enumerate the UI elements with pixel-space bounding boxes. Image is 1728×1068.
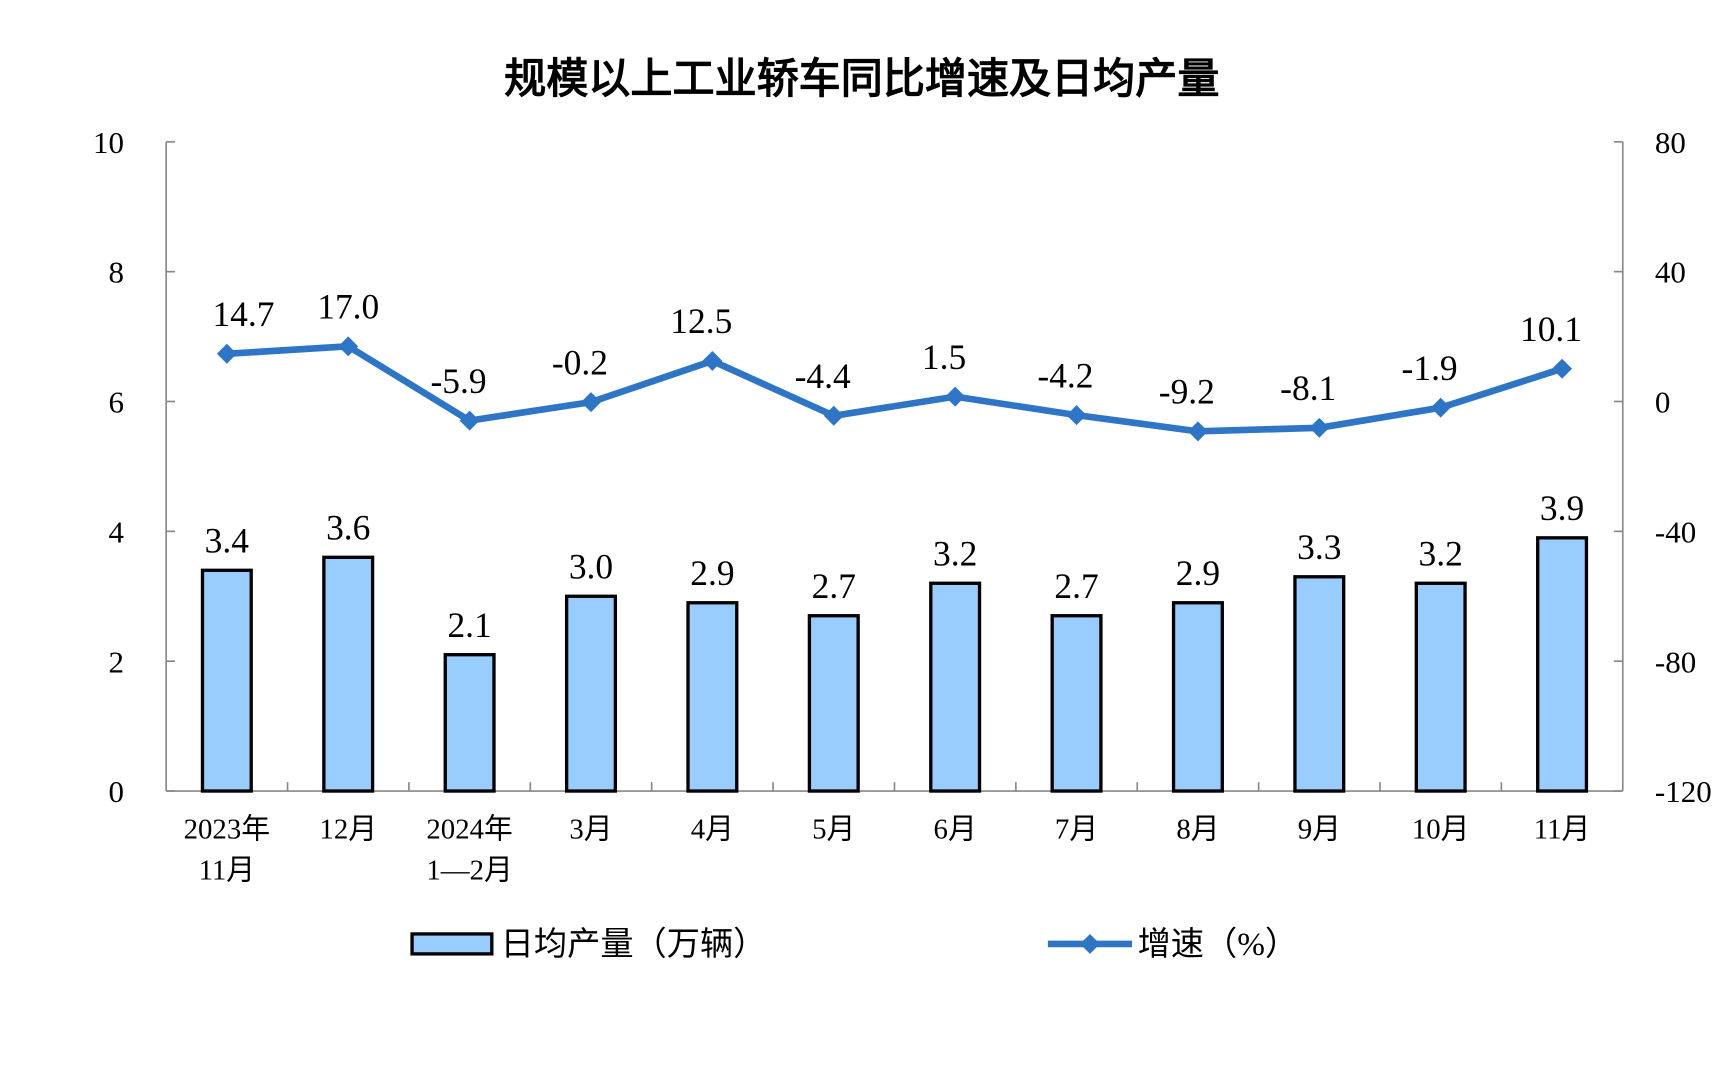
x-tick-label: 4月	[691, 814, 734, 846]
right-tick-label: 80	[1655, 125, 1686, 160]
x-tick-label: 3月	[569, 814, 612, 846]
x-tick-label: 10月	[1412, 814, 1470, 846]
bar	[443, 653, 496, 793]
x-tick-label: 9月	[1298, 814, 1341, 846]
bar	[200, 568, 253, 793]
line-marker	[1187, 421, 1208, 442]
line-data-label: 17.0	[317, 287, 379, 327]
line-marker	[1309, 417, 1330, 438]
x-tick-label: 6月	[934, 814, 977, 846]
bar	[929, 581, 982, 793]
bar	[686, 601, 739, 793]
line-data-label: -5.9	[430, 361, 486, 401]
x-tick-label: 5月	[812, 814, 855, 846]
left-tick-label: 4	[109, 514, 125, 549]
line-data-label: -4.4	[795, 356, 851, 396]
legend-line-label: 增速（%）	[1138, 926, 1299, 963]
x-tick-label: 12月	[319, 814, 377, 846]
legend-bar-label: 日均产量（万辆）	[501, 926, 767, 963]
legend: 日均产量（万辆） 增速（%）	[410, 926, 1299, 963]
left-tick-label: 2	[109, 644, 124, 679]
x-tick-label: 11月	[1534, 814, 1591, 846]
line-marker	[216, 343, 237, 364]
line-marker	[1066, 405, 1087, 426]
left-tick-label: 6	[109, 385, 124, 420]
legend-diamond-marker	[1080, 933, 1100, 954]
bar	[322, 555, 375, 793]
bar	[564, 594, 618, 793]
bar-data-label: 2.7	[1054, 566, 1098, 606]
bar-data-label: 3.2	[933, 534, 977, 574]
x-tick-label: 8月	[1176, 814, 1219, 846]
right-tick-label: 40	[1655, 255, 1686, 290]
right-tick-label: -80	[1655, 644, 1696, 679]
line-data-label: 1.5	[922, 337, 966, 377]
bar	[1293, 575, 1346, 793]
bar	[807, 614, 860, 793]
x-tick-label: 11月	[199, 855, 256, 887]
left-tick-label: 8	[109, 255, 124, 290]
bar-data-label: 2.7	[812, 566, 856, 606]
bar	[1536, 536, 1589, 793]
x-tick-label: 2023年	[184, 814, 270, 846]
right-tick-label: 0	[1655, 385, 1670, 420]
line-data-label: -1.9	[1402, 348, 1458, 388]
bar-data-label: 3.2	[1419, 534, 1463, 574]
bar	[1171, 601, 1224, 793]
bar-data-label: 3.9	[1540, 488, 1584, 528]
bar-data-label: 2.9	[1176, 553, 1220, 593]
line-data-label: 12.5	[670, 301, 732, 341]
line-data-label: -8.1	[1280, 368, 1336, 408]
chart-title: 规模以上工业轿车同比增速及日均产量	[504, 54, 1219, 103]
bar-data-label: 3.0	[569, 547, 613, 587]
bar	[1050, 614, 1103, 793]
line-marker	[338, 336, 359, 357]
line-data-label: -9.2	[1159, 372, 1215, 412]
line-data-label: -0.2	[552, 342, 608, 382]
right-tick-label: -40	[1655, 514, 1696, 549]
x-tick-label: 1—2月	[426, 855, 512, 887]
left-tick-label: 0	[109, 774, 124, 809]
line-marker	[1430, 397, 1451, 418]
growth-line	[226, 342, 1564, 435]
line-data-label: -4.2	[1037, 355, 1093, 395]
line-marker	[581, 392, 601, 413]
line-data-label: 14.7	[212, 294, 274, 334]
legend-bar-swatch	[410, 932, 494, 956]
bar-data-label: 2.9	[690, 553, 734, 593]
bar-data-label: 3.3	[1297, 527, 1341, 567]
x-tick-label: 2024年	[426, 814, 512, 846]
line-data-label: 10.1	[1520, 309, 1582, 349]
line-marker	[823, 405, 844, 426]
bar	[1414, 581, 1467, 793]
line-marker	[459, 410, 480, 431]
bar-data-label: 3.4	[205, 521, 250, 561]
line-marker	[945, 386, 966, 407]
x-tick-label: 7月	[1055, 814, 1098, 846]
bar-data-label: 2.1	[447, 605, 491, 645]
line-marker	[702, 350, 723, 371]
bar-data-label: 3.6	[326, 508, 370, 548]
left-tick-label: 10	[93, 125, 124, 160]
line-marker	[1552, 358, 1573, 379]
right-tick-label: -120	[1655, 774, 1712, 809]
